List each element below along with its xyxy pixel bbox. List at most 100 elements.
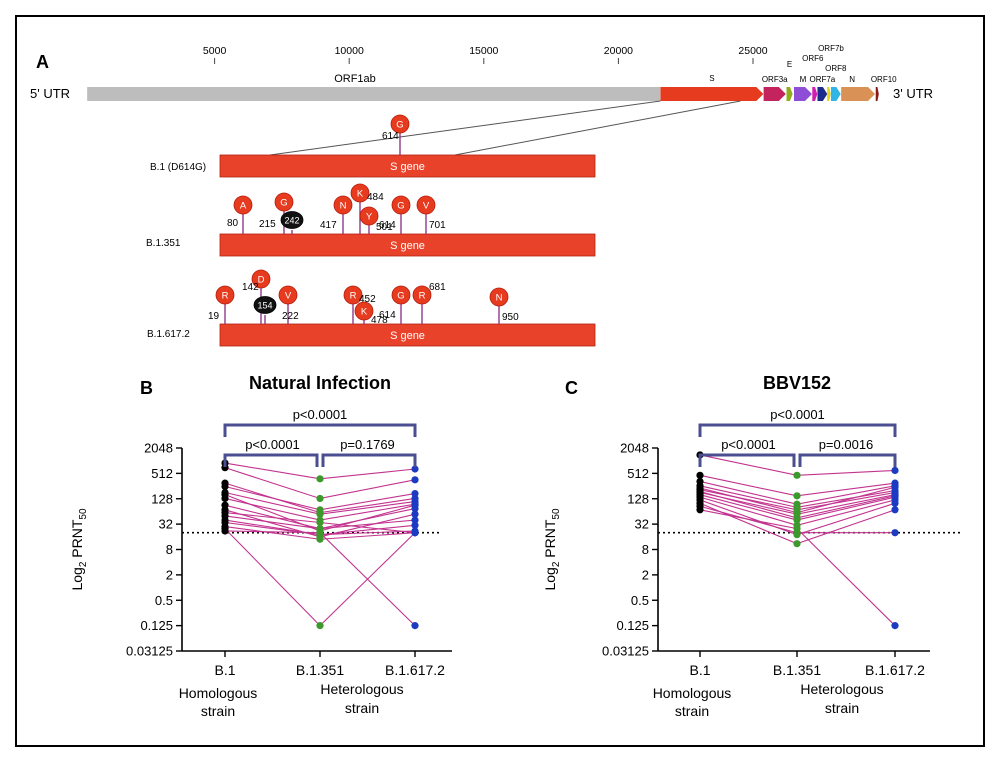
plot-natural-infection: 2048 512 128 32 8 2 0.5 0.125 0.03125 B.1 B.1.351 B… — [69, 407, 452, 719]
gene-orf10-label: ORF10 — [871, 75, 897, 84]
data-point — [411, 529, 419, 537]
data-point — [316, 527, 324, 535]
data-point — [891, 506, 899, 514]
x-tick-label: B.1.617.2 — [865, 662, 925, 678]
mutation-residue: K — [361, 307, 368, 318]
variant-s-gene-bar — [219, 233, 596, 257]
mutation-position: 222 — [282, 311, 299, 322]
variant-s-gene-bar — [219, 323, 596, 347]
significance-bracket — [798, 453, 897, 467]
scale-tick-label: 20000 — [604, 45, 633, 57]
mutation-marker — [359, 206, 379, 226]
mutation-position: 701 — [429, 220, 446, 231]
data-point — [891, 499, 899, 507]
y-tick-label: 2048 — [144, 441, 173, 456]
y-tick-label: 32 — [635, 517, 649, 532]
mutation-residue: N — [496, 293, 503, 304]
data-point — [891, 529, 899, 537]
zoom-connector-left — [269, 100, 661, 156]
panel-a-letter: A — [36, 52, 49, 72]
y-tick-label: 512 — [151, 466, 173, 481]
gene-orf10-arrow — [875, 87, 879, 101]
mutation-position: 417 — [320, 220, 337, 231]
y-tick-label: 0.5 — [155, 593, 173, 608]
gene-m-arrow — [794, 87, 812, 101]
mutation-marker — [233, 195, 253, 215]
group-label-homologous-strain: strain — [201, 703, 235, 719]
gene-orf7a-arrow — [817, 87, 828, 101]
gene-n-label: N — [849, 75, 855, 84]
y-tick-label: 2 — [642, 567, 649, 582]
gene-n-arrow — [841, 87, 876, 101]
scale-tick-label: 10000 — [335, 45, 364, 57]
mutation-position: 19 — [208, 311, 220, 322]
variant-label: B.1.351 — [146, 238, 181, 249]
mutation-position: 478 — [371, 315, 388, 326]
mutation-residue: R — [350, 291, 357, 302]
y-axis-label: Log2 PRNT50 — [69, 508, 89, 590]
group-label-heterologous: Heterologous — [320, 681, 403, 697]
group-label-heterologous: Heterologous — [800, 681, 883, 697]
x-tick-label: B.1.351 — [773, 662, 821, 678]
panel-a: A 5000 10000 15000 20000 25000 5' UTR 3' UTR… — [30, 44, 933, 347]
y-tick-label: 2 — [166, 567, 173, 582]
data-point — [411, 521, 419, 529]
data-point — [221, 464, 229, 472]
x-tick-label: B.1.351 — [296, 662, 344, 678]
p-value-right: p=0.1769 — [340, 437, 395, 452]
y-tick-label: 128 — [151, 491, 173, 506]
y-tick-label: 0.5 — [631, 593, 649, 608]
data-point — [316, 475, 324, 483]
x-tick-label: B.1 — [214, 662, 235, 678]
data-point — [793, 514, 801, 522]
mutation-residue: R — [419, 291, 426, 302]
y-tick-label: 2048 — [620, 441, 649, 456]
significance-bracket — [223, 423, 417, 437]
mutation-residue: V — [285, 291, 292, 302]
p-value-right: p=0.0016 — [819, 437, 874, 452]
data-point — [411, 501, 419, 509]
mutation-marker — [333, 195, 353, 215]
mutation-position: 950 — [502, 312, 519, 323]
data-point — [316, 509, 324, 517]
gene-m-label: M — [800, 75, 807, 84]
gene-orf1ab-label: ORF1ab — [334, 73, 376, 85]
y-tick-label: 8 — [642, 542, 649, 557]
gene-orf8-arrow — [830, 87, 841, 101]
data-point — [221, 491, 229, 499]
mutation-marker — [354, 301, 374, 321]
y-axis-label: Log2 PRNT50 — [542, 508, 562, 590]
gene-orf7a-label: ORF7a — [809, 75, 835, 84]
gene-s-arrow — [660, 87, 764, 101]
data-point — [793, 525, 801, 533]
x-tick-label: B.1.617.2 — [385, 662, 445, 678]
y-tick-label: 0.125 — [140, 618, 173, 633]
mutation-residue: G — [397, 201, 404, 212]
y-tick-label: 0.125 — [616, 618, 649, 633]
mutation-position: 215 — [259, 219, 276, 230]
data-point — [793, 471, 801, 479]
variant-s-gene-label: S gene — [390, 240, 425, 252]
plot-bbv152: 2048 512 128 32 8 2 0.5 0.125 0.03125 B.1 B.1.351 B… — [542, 407, 960, 719]
deletion-marker — [280, 211, 304, 229]
gene-s-label: S — [709, 74, 714, 83]
mutation-marker — [391, 285, 411, 305]
mutation-marker — [416, 195, 436, 215]
zoom-connector-right — [454, 100, 741, 156]
gene-orf7b-label: ORF7b — [818, 44, 844, 53]
deletion-marker — [253, 296, 277, 314]
data-point — [411, 622, 419, 630]
group-label-heterologous-strain: strain — [345, 700, 379, 716]
mutation-residue: 242 — [284, 216, 299, 226]
scale-tick-label: 25000 — [738, 45, 767, 57]
data-point — [411, 494, 419, 503]
mutation-residue: 154 — [257, 301, 272, 311]
variant-label: B.1.617.2 — [147, 329, 190, 340]
data-point — [793, 492, 801, 500]
panel-b-title: Natural Infection — [249, 373, 391, 393]
data-point — [221, 509, 229, 517]
data-point — [411, 510, 419, 518]
gene-orf1ab-arrow — [87, 87, 661, 101]
p-value-outer: p<0.0001 — [293, 407, 348, 422]
